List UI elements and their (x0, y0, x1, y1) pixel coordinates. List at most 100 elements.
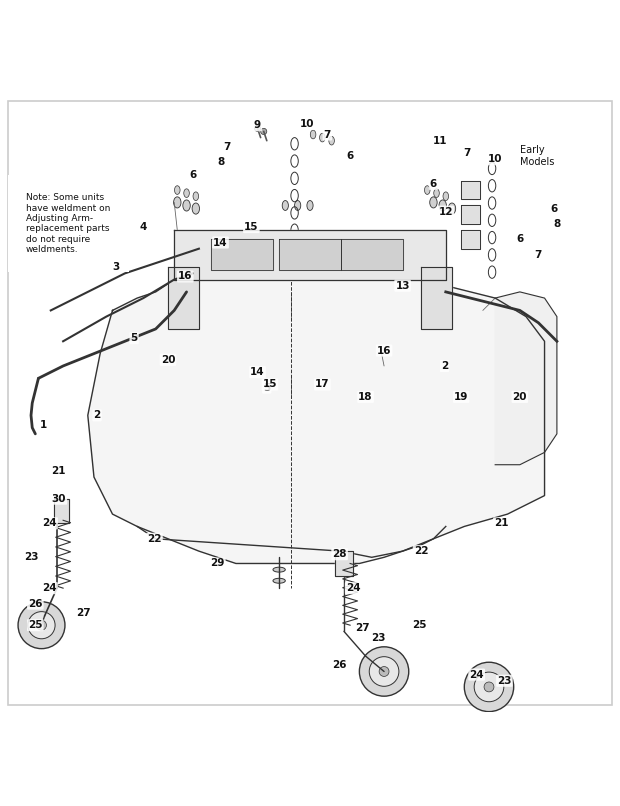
Text: 20: 20 (513, 392, 527, 402)
Text: 6: 6 (189, 169, 197, 180)
Polygon shape (168, 268, 199, 329)
Text: 24: 24 (346, 584, 360, 593)
Text: 6: 6 (347, 151, 354, 161)
Circle shape (335, 508, 347, 520)
Text: 24: 24 (42, 584, 57, 593)
Ellipse shape (174, 197, 181, 208)
Ellipse shape (273, 567, 285, 572)
Circle shape (296, 349, 305, 358)
Ellipse shape (310, 131, 316, 139)
Circle shape (484, 682, 494, 692)
Polygon shape (341, 239, 402, 270)
Circle shape (18, 602, 65, 649)
Text: 24: 24 (42, 518, 57, 529)
Circle shape (281, 362, 290, 370)
Ellipse shape (273, 578, 285, 584)
Circle shape (420, 272, 428, 280)
Text: 15: 15 (244, 222, 259, 232)
Text: eReplacementParts.com: eReplacementParts.com (216, 396, 404, 410)
Circle shape (28, 612, 55, 639)
Text: 9: 9 (254, 120, 261, 131)
Text: 14: 14 (250, 368, 265, 377)
Text: 8: 8 (553, 219, 560, 229)
Text: 6: 6 (550, 204, 557, 214)
Polygon shape (461, 231, 480, 249)
Text: 24: 24 (469, 670, 484, 679)
Text: 7: 7 (464, 148, 471, 158)
Circle shape (162, 428, 187, 452)
Ellipse shape (307, 201, 313, 210)
Ellipse shape (434, 189, 440, 197)
Text: 15: 15 (263, 380, 277, 389)
Text: 5: 5 (130, 333, 138, 343)
Text: 26: 26 (28, 599, 43, 609)
Text: 7: 7 (534, 250, 542, 260)
FancyBboxPatch shape (7, 101, 613, 705)
Circle shape (37, 621, 46, 630)
Circle shape (352, 470, 367, 484)
Text: 21: 21 (494, 518, 508, 529)
Text: 13: 13 (396, 280, 410, 291)
Text: 18: 18 (358, 392, 373, 402)
Circle shape (379, 667, 389, 676)
Text: 22: 22 (414, 546, 428, 556)
Text: 25: 25 (413, 620, 427, 630)
Polygon shape (279, 239, 341, 270)
Text: 2: 2 (94, 410, 100, 421)
Circle shape (275, 288, 283, 297)
Ellipse shape (443, 192, 448, 201)
Text: 22: 22 (147, 534, 162, 544)
Circle shape (188, 272, 197, 280)
Circle shape (254, 125, 260, 131)
Ellipse shape (193, 192, 198, 201)
Circle shape (474, 672, 504, 702)
Circle shape (210, 488, 225, 503)
Ellipse shape (319, 133, 325, 142)
Ellipse shape (294, 201, 301, 210)
Text: 6: 6 (430, 179, 437, 189)
Circle shape (242, 508, 254, 520)
Text: 12: 12 (438, 206, 453, 217)
Text: 7: 7 (223, 142, 231, 152)
Text: 23: 23 (497, 675, 511, 686)
Text: 8: 8 (217, 157, 224, 168)
Text: 2: 2 (441, 361, 448, 371)
Polygon shape (335, 551, 353, 575)
Circle shape (360, 646, 409, 696)
Text: 25: 25 (28, 620, 43, 630)
Polygon shape (421, 268, 452, 329)
Text: 19: 19 (454, 392, 468, 402)
Polygon shape (88, 280, 544, 563)
Circle shape (298, 415, 322, 440)
Text: 6: 6 (516, 235, 523, 244)
Text: 7: 7 (324, 130, 331, 139)
Text: 27: 27 (76, 608, 91, 618)
Ellipse shape (430, 197, 437, 208)
Text: 1: 1 (40, 420, 47, 430)
Circle shape (285, 403, 335, 452)
Polygon shape (461, 181, 480, 199)
Text: 28: 28 (332, 549, 347, 559)
Polygon shape (495, 292, 557, 465)
Ellipse shape (439, 200, 446, 211)
Circle shape (421, 415, 446, 440)
Text: 30: 30 (51, 493, 66, 504)
Circle shape (260, 128, 267, 135)
Text: 23: 23 (24, 552, 38, 563)
Ellipse shape (282, 201, 288, 210)
Text: 10: 10 (299, 119, 314, 129)
Text: 5: 5 (263, 383, 270, 393)
Circle shape (370, 657, 399, 686)
Ellipse shape (329, 136, 334, 145)
Text: 29: 29 (210, 559, 224, 568)
Circle shape (149, 415, 199, 465)
Circle shape (272, 470, 286, 484)
Polygon shape (211, 239, 273, 270)
Text: 17: 17 (315, 380, 330, 389)
Text: 10: 10 (488, 154, 502, 164)
Text: 11: 11 (432, 135, 447, 146)
Text: 14: 14 (213, 238, 228, 247)
Ellipse shape (183, 200, 190, 211)
Polygon shape (174, 231, 446, 280)
Text: 3: 3 (112, 262, 119, 272)
